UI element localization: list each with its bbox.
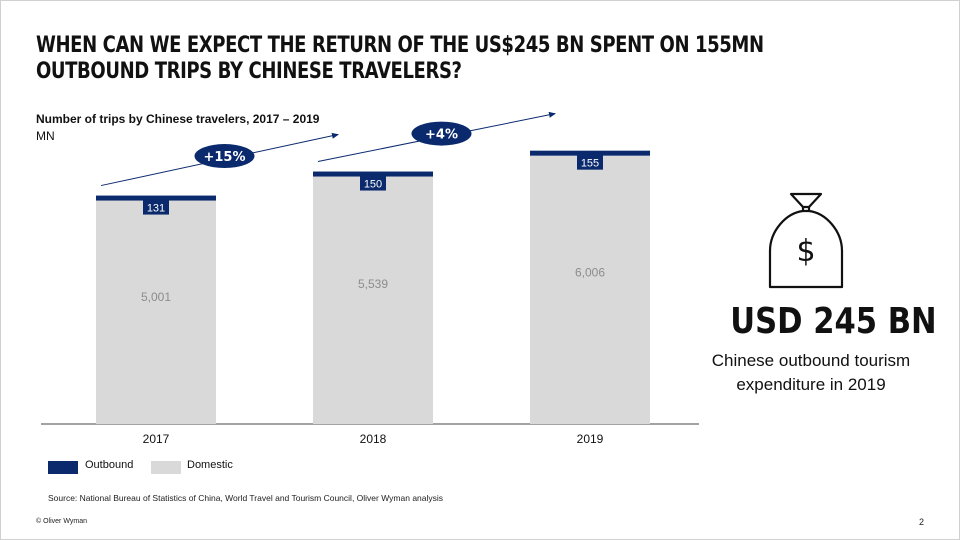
bar-outbound-2018 xyxy=(313,171,433,177)
bar-domestic-2018 xyxy=(313,176,433,424)
label-box-outbound-2019 xyxy=(577,154,603,170)
legend-label-outbound: Outbound xyxy=(85,459,134,471)
money-bag-dollar-icon: $ xyxy=(768,192,844,289)
legend-swatch-outbound xyxy=(48,461,78,474)
bar-outbound-2019 xyxy=(530,150,650,156)
label-outbound-2018: 150 xyxy=(364,179,382,191)
label-domestic-2018: 5,539 xyxy=(358,277,388,291)
slide-title: WHEN CAN WE EXPECT THE RETURN OF THE US$… xyxy=(36,33,764,84)
svg-text:$: $ xyxy=(796,234,815,269)
page-number: 2 xyxy=(918,517,924,527)
label-box-outbound-2018 xyxy=(360,175,386,191)
label-outbound-2019: 155 xyxy=(581,158,599,170)
bar-domestic-2017 xyxy=(96,200,216,424)
legend-label-domestic: Domestic xyxy=(187,459,233,471)
trips-chart: 5,001 131 2017 5,539 150 2018 6,006 155 2019 +15%… xyxy=(41,111,699,446)
bar-domestic-2019 xyxy=(530,155,650,424)
x-tick-2019: 2019 xyxy=(577,432,604,446)
x-tick-2017: 2017 xyxy=(143,432,170,446)
copyright: © Oliver Wyman xyxy=(36,518,87,525)
x-tick-2018: 2018 xyxy=(360,432,387,446)
growth-badge-2018-2019 xyxy=(411,121,472,146)
source-note: Source: National Bureau of Statistics of… xyxy=(48,493,444,503)
growth-label-2017-2018: +15% xyxy=(203,150,245,165)
growth-badge-2017-2018 xyxy=(194,144,255,169)
growth-label-2018-2019: +4% xyxy=(425,128,458,143)
label-box-outbound-2017 xyxy=(143,199,169,215)
legend-swatch-domestic xyxy=(151,461,181,474)
chart-unit: MN xyxy=(36,129,55,143)
expenditure-caption: Chinese outbound tourism expenditure in … xyxy=(711,351,911,394)
expenditure-value: USD 245 BN xyxy=(730,301,937,342)
label-domestic-2019: 6,006 xyxy=(575,265,605,279)
label-outbound-2017: 131 xyxy=(147,203,165,215)
bar-outbound-2017 xyxy=(96,195,216,201)
chart-title: Number of trips by Chinese travelers, 20… xyxy=(36,112,320,126)
label-domestic-2017: 5,001 xyxy=(141,290,171,304)
